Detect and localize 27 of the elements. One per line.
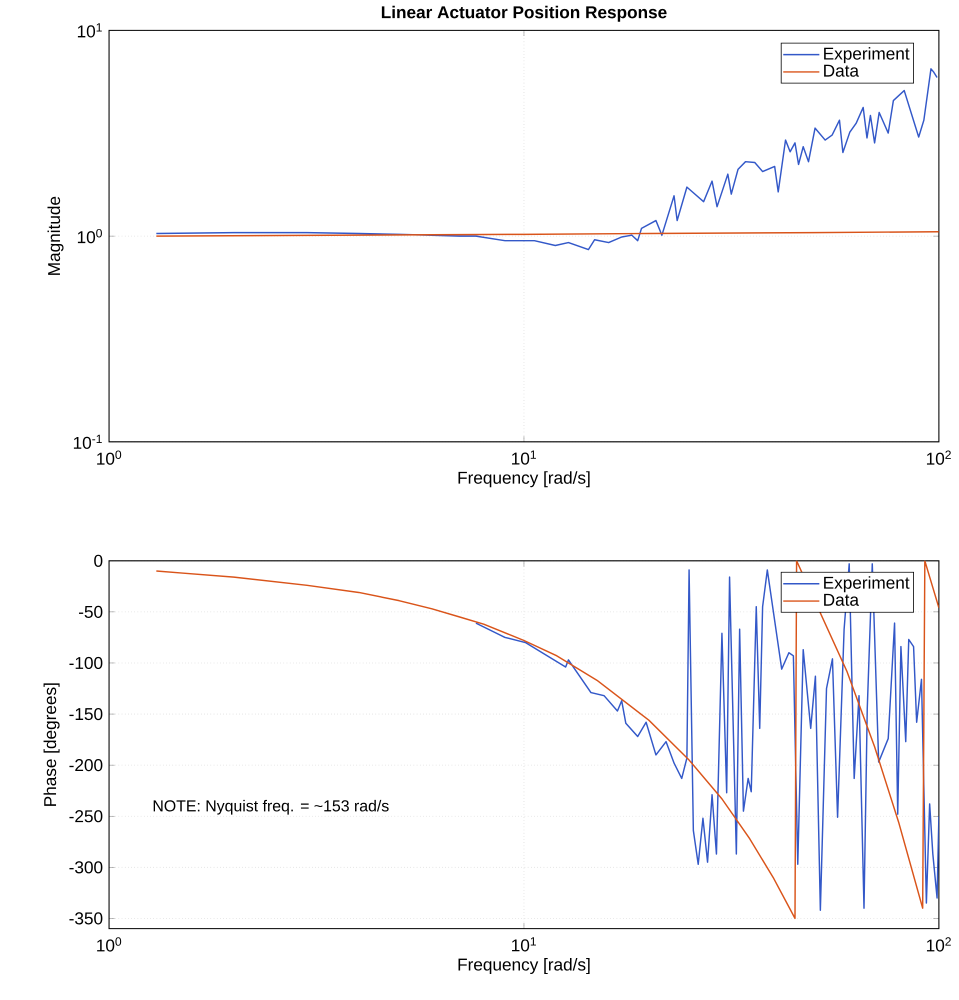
legend-label: Experiment [824,576,910,592]
y-tick-label: -350 [70,912,103,924]
y-tick-label: -250 [70,810,103,822]
chart-title: Linear Actuator Position Response [382,6,667,22]
y-tick-label: 10$^{1}$ [78,23,102,38]
y-tick-label: -150 [70,708,103,720]
legend-label: Data [824,594,860,606]
x-tick-label: 10$^{1}$ [512,450,536,465]
x-tick-label: 10$^{1}$ [512,937,536,952]
x-tick-label: 10$^{2}$ [927,450,951,465]
y-tick-label: -50 [79,606,103,618]
y-tick-label: -200 [70,759,103,772]
y-tick-label: -100 [70,656,103,670]
x-tick-label: 10$^{2}$ [927,937,951,952]
y-axis-title: Magnitude [48,196,64,275]
annotation: NOTE: Nyquist freq. = ~153 rad/s [154,800,389,815]
x-axis-title: Frequency [rad/s] [458,471,590,488]
x-tick-label: 10$^{0}$ [97,937,122,952]
y-tick-label: 10$^{0}$ [78,228,102,244]
y-axis-title: Phase [degrees] [44,683,60,806]
x-tick-label: 10$^{0}$ [97,450,122,465]
legend-label: Experiment [824,47,910,64]
legend-label: Data [824,64,860,77]
y-tick-label: -300 [70,861,103,874]
x-axis-title: Frequency [rad/s] [458,958,590,974]
y-tick-label: 10$^{-1}$ [74,434,102,449]
y-tick-label: 0 [94,554,103,567]
